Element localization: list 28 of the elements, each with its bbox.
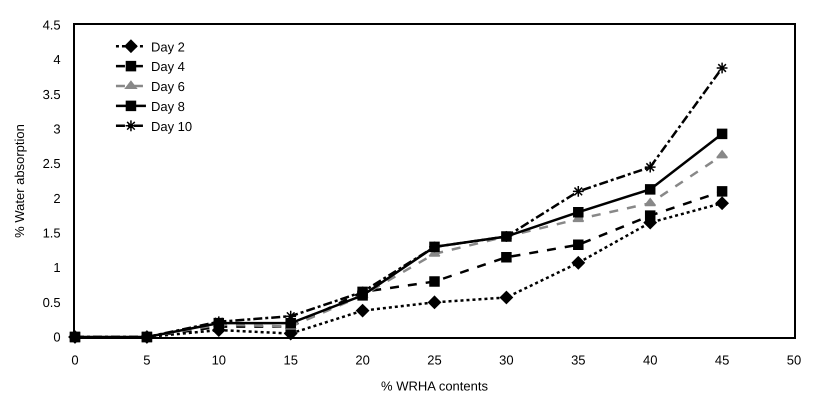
x-tick-label: 50 (786, 352, 802, 368)
x-tick-label: 40 (642, 352, 658, 368)
x-axis-title: % WRHA contents (381, 378, 488, 394)
y-tick-label: 3 (53, 122, 61, 137)
legend-label: Day 2 (150, 39, 185, 54)
y-tick-label: 1.5 (42, 226, 61, 241)
x-tick-label: 35 (571, 352, 586, 368)
y-tick-label: 4 (53, 52, 61, 68)
y-tick-label: 4.5 (42, 18, 61, 33)
y-tick-label: 2 (53, 190, 61, 206)
x-tick-label: 45 (714, 352, 730, 368)
x-tick-label: 25 (427, 352, 442, 368)
y-axis-title: % Water absorption (12, 124, 28, 238)
y-tick-label: 2.5 (42, 156, 61, 172)
legend-label: Day 10 (150, 118, 192, 134)
legend-label: Day 6 (150, 79, 185, 94)
x-tick-label: 5 (143, 352, 151, 368)
y-tick-label: 0.5 (42, 294, 61, 310)
y-tick-label: 3.5 (42, 86, 61, 102)
x-tick-label: 20 (355, 352, 370, 368)
x-tick-label: 30 (499, 352, 514, 368)
y-tick-label: 0 (53, 330, 61, 345)
y-tick-label: 1 (53, 260, 61, 276)
x-tick-label: 10 (212, 352, 226, 368)
legend-label: Day 4 (150, 59, 185, 74)
x-tick-label: 15 (283, 352, 298, 368)
x-tick-label: 0 (71, 352, 79, 368)
legend-label: Day 8 (150, 98, 185, 114)
